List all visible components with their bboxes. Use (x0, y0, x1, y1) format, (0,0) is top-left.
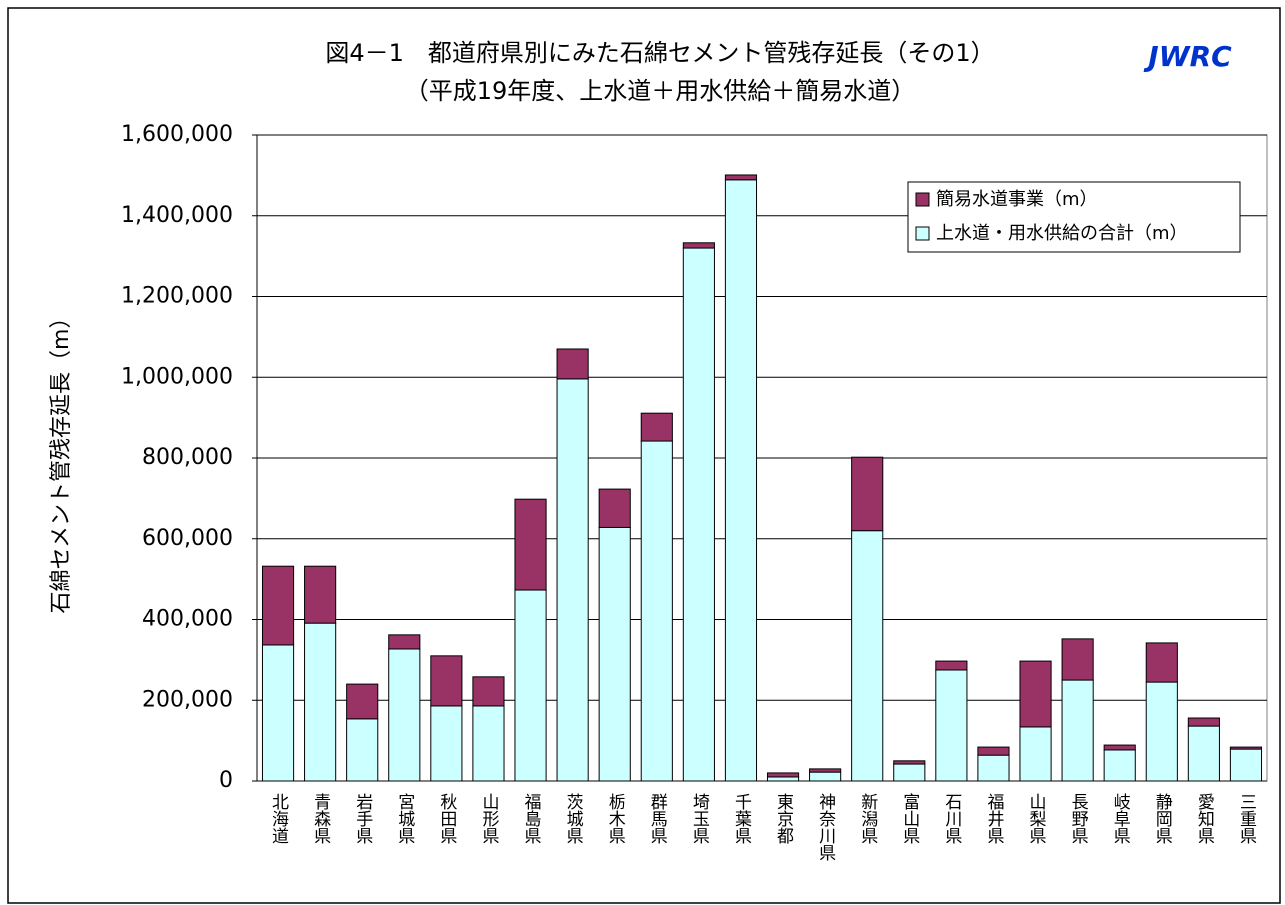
x-tick-label: 埼玉県 (689, 793, 710, 844)
y-tick-label: 1,200,000 (121, 284, 233, 309)
bar-segment (893, 763, 926, 782)
legend-label: 簡易水道事業（m） (936, 189, 1098, 210)
x-tick-label: 千葉県 (731, 793, 752, 844)
bar-segment (1019, 660, 1052, 728)
bar-segment (304, 565, 337, 624)
bar-segment (261, 644, 295, 782)
bar-segment (556, 378, 589, 782)
y-tick-label: 600,000 (142, 526, 233, 551)
bar-segment (472, 676, 505, 707)
legend-swatch (915, 192, 930, 207)
bar-segment (1229, 746, 1263, 750)
bar-segment (430, 705, 463, 782)
bar-segment (766, 776, 800, 782)
bar-segment (682, 247, 715, 782)
legend-swatch (915, 226, 930, 241)
x-tick-label: 愛知県 (1194, 793, 1215, 844)
bar-segment (1145, 681, 1178, 782)
bar-segment (598, 488, 631, 528)
x-tick-label: 富山県 (899, 793, 920, 844)
x-tick-label: 福井県 (983, 793, 1004, 844)
bar-segment (893, 760, 926, 765)
bar-segment (1061, 679, 1094, 782)
y-tick-label: 200,000 (142, 687, 233, 712)
bar-segment (724, 179, 758, 782)
bar-segment (1187, 717, 1220, 727)
bar-segment (514, 498, 547, 591)
bar-segment (809, 771, 842, 782)
y-axis-title: 石綿セメント管残存延長（m） (49, 307, 74, 614)
legend-label: 上水道・用水供給の合計（m） (936, 223, 1188, 244)
bar-segment (851, 456, 884, 532)
x-tick-label: 宮城県 (394, 793, 415, 844)
chart-title: 図4－1 都道府県別にみた石綿セメント管残存延長（その1） (325, 39, 994, 67)
x-tick-label: 福島県 (521, 793, 542, 844)
x-tick-label: 山形県 (478, 793, 499, 844)
bar-segment (640, 412, 673, 442)
bar-segment (388, 648, 421, 782)
bar-segment (430, 655, 463, 707)
y-tick-label: 1,600,000 (121, 122, 233, 147)
x-tick-label: 三重県 (1236, 793, 1257, 844)
bar-segment (851, 530, 884, 782)
y-tick-label: 1,400,000 (121, 203, 233, 228)
x-tick-label: 神奈川県 (815, 793, 836, 861)
bar-segment (935, 660, 968, 671)
bar-segment (346, 718, 379, 782)
x-tick-label: 青森県 (310, 793, 331, 844)
bar-segment (1229, 748, 1263, 782)
y-tick-label: 1,000,000 (121, 364, 233, 389)
bar-segment (1103, 744, 1136, 751)
bar-segment (1061, 638, 1094, 681)
y-tick-label: 400,000 (142, 607, 233, 632)
x-tick-label: 静岡県 (1152, 793, 1173, 844)
bar-segment (556, 348, 589, 380)
x-tick-label: 石川県 (941, 793, 962, 844)
bar-segment (935, 669, 968, 782)
bar-segment (1019, 726, 1052, 782)
x-tick-label: 山梨県 (1026, 793, 1047, 844)
x-tick-label: 新潟県 (857, 793, 878, 844)
bar-segment (1103, 749, 1136, 782)
bar-segment (977, 746, 1010, 756)
x-tick-label: 北海道 (268, 793, 289, 844)
x-tick-label: 栃木県 (605, 793, 626, 844)
bar-segment (261, 565, 295, 646)
y-tick-label: 800,000 (142, 445, 233, 470)
bar-segment (809, 768, 842, 773)
legend-box (907, 181, 1241, 253)
bar-segment (766, 772, 800, 778)
bar-segment (514, 589, 547, 782)
bar-segment (388, 634, 421, 650)
x-tick-label: 長野県 (1068, 793, 1089, 844)
bar-segment (472, 705, 505, 782)
bar-segment (682, 242, 715, 249)
bar-segment (640, 440, 673, 782)
x-tick-label: 秋田県 (436, 793, 457, 844)
bar-segment (1145, 642, 1178, 683)
bar-segment (1187, 725, 1220, 782)
x-tick-label: 岐阜県 (1110, 793, 1131, 844)
x-tick-label: 岩手県 (352, 793, 373, 844)
y-tick-label: 0 (219, 768, 233, 793)
bar-segment (724, 174, 758, 181)
chart-subtitle: （平成19年度、上水道＋用水供給＋簡易水道） (405, 77, 916, 105)
x-tick-label: 群馬県 (647, 793, 668, 844)
annotation: JWRC (1143, 40, 1232, 73)
x-tick-label: 茨城県 (563, 793, 584, 844)
x-tick-label: 東京都 (773, 793, 794, 844)
bar-segment (346, 683, 379, 720)
bar-segment (304, 622, 337, 782)
bar-segment (598, 526, 631, 782)
bar-segment (977, 754, 1010, 782)
